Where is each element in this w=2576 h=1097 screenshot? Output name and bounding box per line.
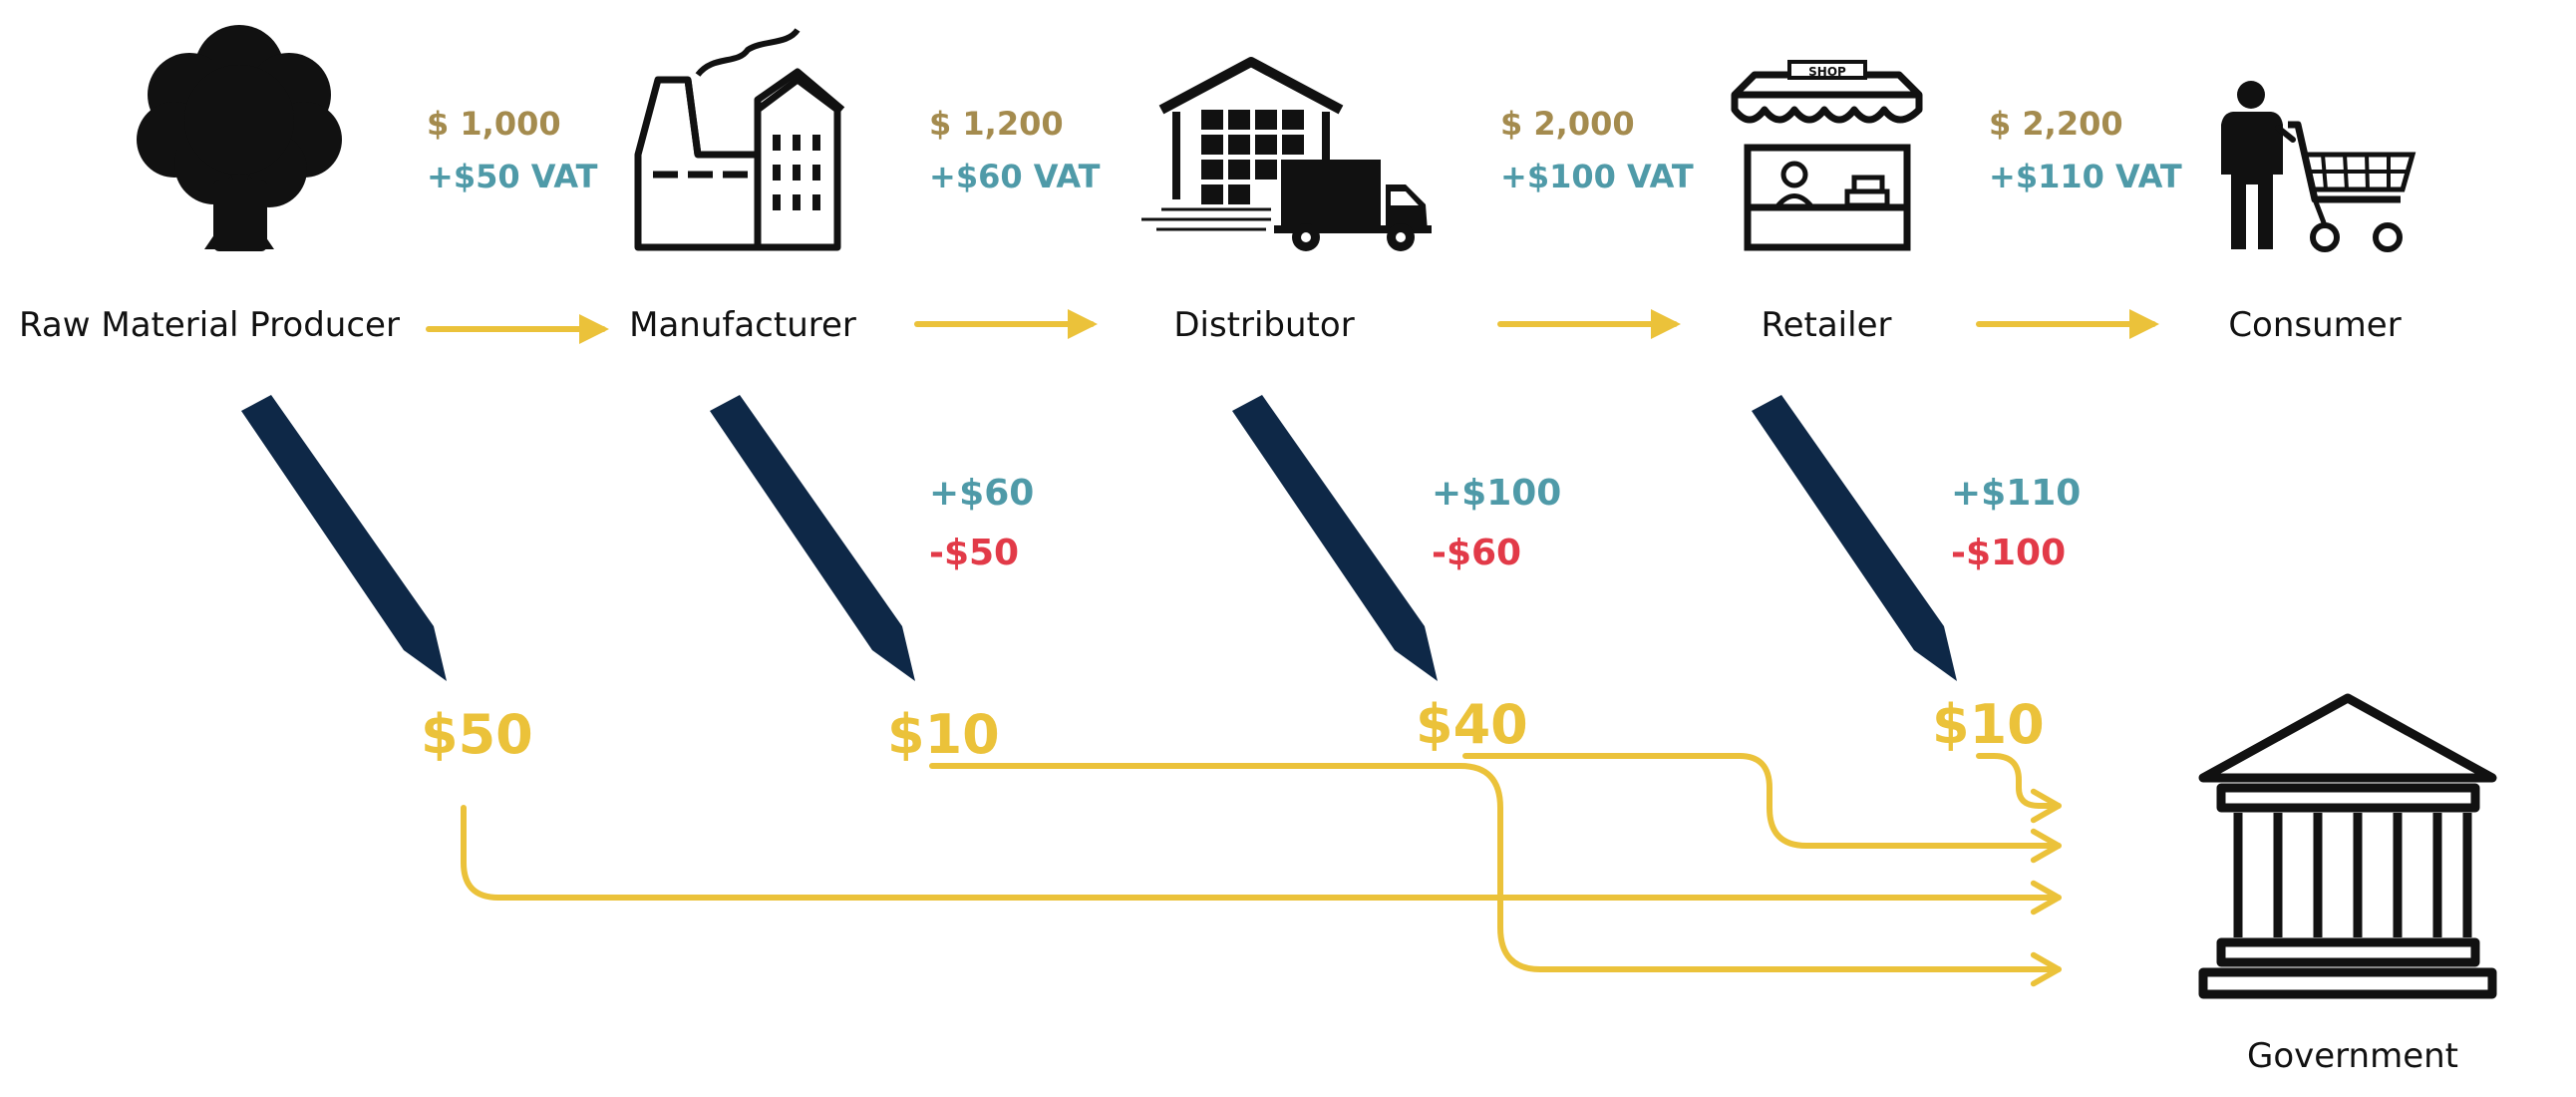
- credit-1-plus: +$60: [929, 473, 1034, 514]
- credit-3-plus: +$110: [1951, 473, 2081, 514]
- credit-1-minus: -$50: [929, 533, 1019, 573]
- transaction-2-vat: +$60 VAT: [929, 158, 1101, 195]
- credit-3-minus: -$100: [1951, 533, 2066, 573]
- tax-paid-2: $10: [887, 703, 1000, 766]
- tax-paid-1: $50: [421, 703, 533, 766]
- transaction-3-vat: +$100 VAT: [1500, 158, 1694, 195]
- diagonal-bar-2: [710, 395, 915, 681]
- tree-icon: [137, 25, 342, 251]
- transaction-1-price: $ 1,000: [427, 105, 561, 143]
- transaction-2-price: $ 1,200: [929, 105, 1064, 143]
- diagonal-bar-4: [1752, 395, 1957, 681]
- diagonal-bar-3: [1232, 395, 1438, 681]
- stage-label-distributor: Distributor: [1173, 305, 1354, 345]
- tax-flow-1: [461, 805, 2062, 915]
- shop-sign-text: SHOP: [1808, 65, 1846, 79]
- factory-icon: [634, 28, 845, 251]
- shopper-cart-icon: [2221, 81, 2416, 252]
- transaction-4-vat: +$110 VAT: [1989, 158, 2182, 195]
- transaction-4-price: $ 2,200: [1989, 105, 2123, 143]
- transaction-3-price: $ 2,000: [1500, 105, 1635, 143]
- diagonal-bar-1: [241, 395, 447, 681]
- stage-label-manufacturer: Manufacturer: [629, 305, 856, 345]
- tax-flow-2: [929, 763, 2062, 987]
- credit-2-plus: +$100: [1432, 473, 1561, 514]
- stage-label-retailer: Retailer: [1762, 305, 1892, 345]
- tax-paid-3: $40: [1416, 693, 1528, 756]
- warehouse-truck-icon: [1141, 57, 1432, 251]
- stage-label-raw-material-producer: Raw Material Producer: [19, 305, 400, 345]
- government-building-icon: [2198, 693, 2497, 999]
- government-label: Government: [2247, 1036, 2458, 1076]
- stage-label-consumer: Consumer: [2228, 305, 2401, 345]
- tax-paid-4: $10: [1932, 693, 2045, 756]
- tax-flow-3: [1462, 753, 2062, 864]
- credit-2-minus: -$60: [1432, 533, 1521, 573]
- transaction-1-vat: +$50 VAT: [427, 158, 598, 195]
- shop-icon: SHOP: [1731, 60, 1923, 251]
- tax-flow-4: [1976, 753, 2062, 824]
